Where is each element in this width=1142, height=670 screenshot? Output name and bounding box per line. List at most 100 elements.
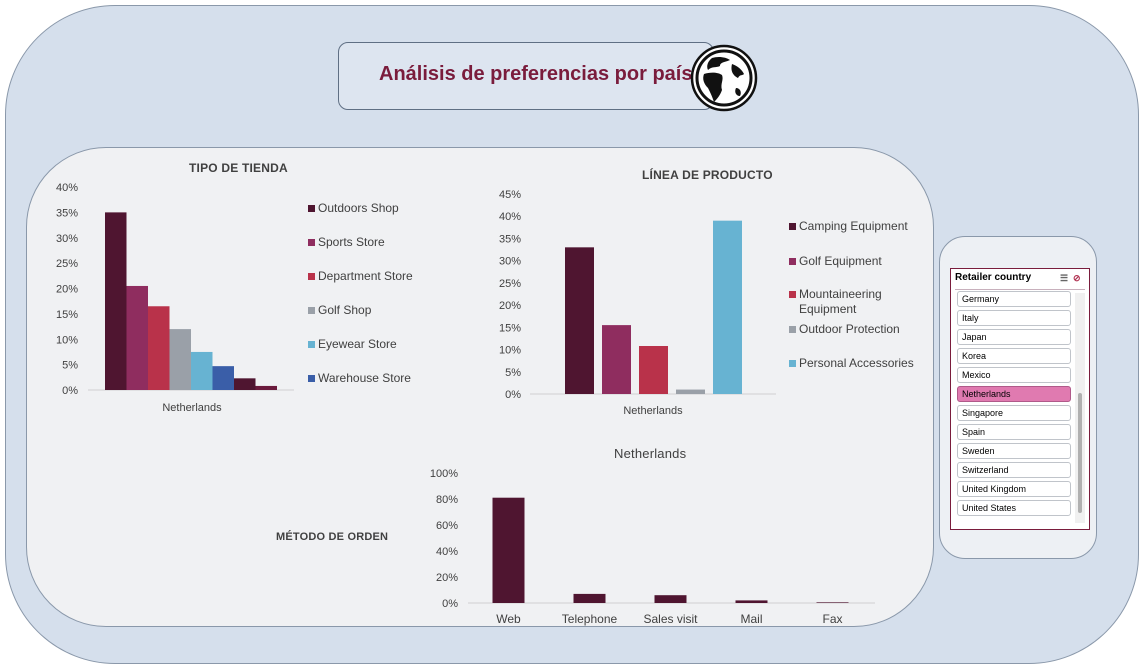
slicer-divider xyxy=(955,289,1085,290)
y-tick-label: 40% xyxy=(499,211,521,223)
x-tick-label: Sales visit xyxy=(643,612,698,626)
bar xyxy=(602,325,631,394)
bar xyxy=(234,378,256,390)
slicer-scrollbar[interactable] xyxy=(1075,293,1085,523)
bar xyxy=(148,306,170,390)
store-type-chart: 40% 35% 30% 25% 20% 15% 10% 5% 0% Netherlands Outd… xyxy=(56,182,413,414)
y-tick-label: 20% xyxy=(499,300,521,312)
bar xyxy=(126,285,148,390)
y-tick-label: 40% xyxy=(436,546,458,558)
legend-label: Personal Accessories xyxy=(799,356,914,370)
slicer-item[interactable]: Singapore xyxy=(957,405,1071,421)
y-tick-label: 0% xyxy=(505,389,521,401)
legend-label: Warehouse Store xyxy=(318,371,411,385)
legend-swatch xyxy=(789,326,796,333)
slicer-item[interactable]: Switzerland xyxy=(957,462,1071,478)
bar xyxy=(255,385,277,390)
legend-label: Outdoor Protection xyxy=(799,322,900,336)
order-method-chart: 100% 80% 60% 40% 20% 0% Web Telephone Sales visi… xyxy=(430,468,875,626)
bar xyxy=(573,593,606,603)
bar xyxy=(639,346,668,394)
y-tick-label: 40% xyxy=(56,182,78,194)
page-title: Análisis de preferencias por país xyxy=(379,63,693,85)
retailer-country-slicer[interactable]: Retailer country ☰ ⊘ Germany Italy Japan Kor… xyxy=(950,268,1090,530)
legend-swatch xyxy=(308,341,315,348)
y-tick-label: 80% xyxy=(436,494,458,506)
y-tick-label: 30% xyxy=(56,233,78,245)
slicer-item[interactable]: Japan xyxy=(957,329,1071,345)
slicer-item[interactable]: United Kingdom xyxy=(957,481,1071,497)
order-method-chart-title: Netherlands xyxy=(614,446,687,461)
y-tick-label: 20% xyxy=(436,572,458,584)
product-line-chart-title: LÍNEA DE PRODUCTO xyxy=(642,168,773,182)
legend-label: Camping Equipment xyxy=(799,219,908,233)
slicer-header: Retailer country ☰ ⊘ xyxy=(955,272,1085,288)
y-tick-label: 15% xyxy=(499,322,521,334)
y-tick-label: 35% xyxy=(499,233,521,245)
bar xyxy=(713,220,742,394)
bar xyxy=(169,329,191,390)
legend-label: Golf Equipment xyxy=(799,254,882,268)
legend-swatch xyxy=(308,307,315,314)
bar xyxy=(565,247,594,394)
product-line-chart: 45% 40% 35% 30% 25% 20% 15% 10% 5% 0% Netherlands C… xyxy=(499,189,914,417)
legend-swatch xyxy=(789,258,796,265)
legend-label: Outdoors Shop xyxy=(318,201,399,215)
y-tick-label: 100% xyxy=(430,468,458,480)
y-tick-label: 25% xyxy=(499,278,521,290)
slicer-scroll-thumb[interactable] xyxy=(1078,393,1082,513)
bar xyxy=(105,212,127,390)
globe-icon xyxy=(690,44,758,112)
slicer-item[interactable]: Germany xyxy=(957,291,1071,307)
legend-label: Golf Shop xyxy=(318,303,372,317)
bar xyxy=(654,595,687,603)
x-tick-label: Telephone xyxy=(562,612,618,626)
y-tick-label: 20% xyxy=(56,284,78,296)
legend-swatch xyxy=(789,291,796,298)
bar xyxy=(735,600,768,603)
x-tick-label: Netherlands xyxy=(162,402,222,414)
x-tick-label: Netherlands xyxy=(623,405,683,417)
bar xyxy=(816,602,849,603)
slicer-item[interactable]: Mexico xyxy=(957,367,1071,383)
legend-swatch xyxy=(789,360,796,367)
slicer-item[interactable]: Netherlands xyxy=(957,386,1071,402)
x-tick-label: Mail xyxy=(740,612,762,626)
bar xyxy=(212,366,234,390)
y-tick-label: 5% xyxy=(62,360,78,372)
legend-swatch xyxy=(308,205,315,212)
legend-swatch xyxy=(308,239,315,246)
y-tick-label: 10% xyxy=(56,334,78,346)
bar xyxy=(191,351,213,390)
y-tick-label: 0% xyxy=(62,385,78,397)
y-tick-label: 25% xyxy=(56,258,78,270)
slicer-item[interactable]: Italy xyxy=(957,310,1071,326)
y-tick-label: 15% xyxy=(56,309,78,321)
legend-label: Eyewear Store xyxy=(318,337,397,351)
title-box: Análisis de preferencias por país xyxy=(338,42,714,110)
y-tick-label: 10% xyxy=(499,345,521,357)
slicer-item[interactable]: Sweden xyxy=(957,443,1071,459)
y-tick-label: 60% xyxy=(436,520,458,532)
clear-filter-icon[interactable]: ⊘ xyxy=(1073,273,1081,283)
legend-swatch xyxy=(308,273,315,280)
store-type-chart-title: TIPO DE TIENDA xyxy=(189,161,288,175)
slicer-item[interactable]: Spain xyxy=(957,424,1071,440)
slicer-title: Retailer country xyxy=(955,272,1032,283)
bar xyxy=(676,389,705,394)
x-tick-label: Web xyxy=(496,612,521,626)
y-tick-label: 35% xyxy=(56,207,78,219)
legend-label: Sports Store xyxy=(318,235,385,249)
slicer-item[interactable]: Korea xyxy=(957,348,1071,364)
legend-swatch xyxy=(308,375,315,382)
order-method-side-label: MÉTODO DE ORDEN xyxy=(276,531,389,543)
y-tick-label: 30% xyxy=(499,256,521,268)
legend-label: Department Store xyxy=(318,269,413,283)
legend-label: Mountaineering xyxy=(799,287,882,301)
y-tick-label: 5% xyxy=(505,367,521,379)
legend-swatch xyxy=(789,223,796,230)
bar xyxy=(492,497,525,603)
y-tick-label: 0% xyxy=(442,598,458,610)
slicer-item[interactable]: United States xyxy=(957,500,1071,516)
multi-select-icon[interactable]: ☰ xyxy=(1060,273,1069,283)
